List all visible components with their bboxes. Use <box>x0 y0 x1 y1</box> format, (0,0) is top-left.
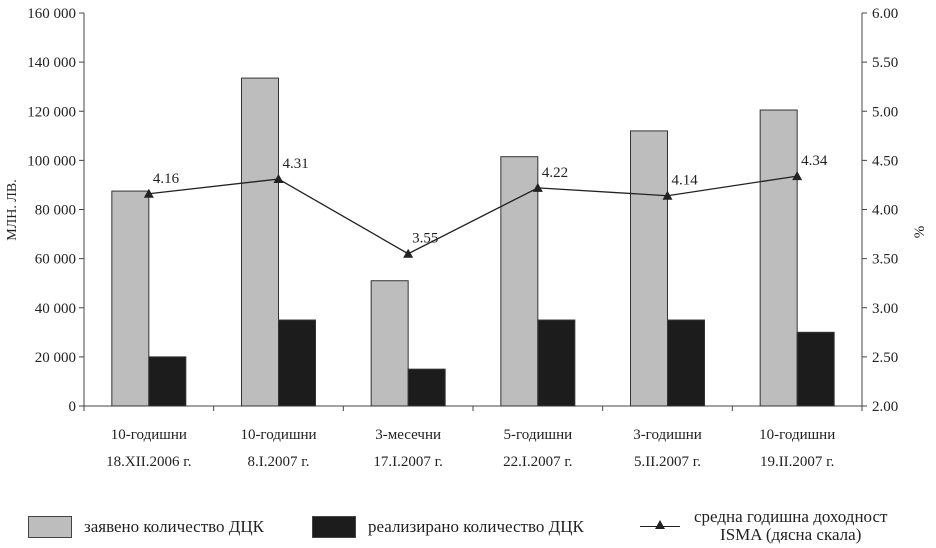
data-label-yield: 4.34 <box>801 153 828 169</box>
legend-item-yield: средна годишна доходност ISMA (дясна ска… <box>640 508 887 544</box>
y-tick-label: 40 000 <box>35 301 76 317</box>
bar-requested <box>370 280 409 407</box>
y-tick-label: 20 000 <box>35 350 76 366</box>
y2-tick-label: 6.00 <box>872 6 898 22</box>
data-label-yield: 4.22 <box>542 165 568 181</box>
y-tick-label: 160 000 <box>27 6 76 22</box>
x-tick-label-line-2: 19.II.2007 г. <box>760 454 834 470</box>
bar-realized <box>537 319 576 407</box>
x-tick-label-line-1: 10-годишни <box>111 427 187 443</box>
point-yield <box>403 248 414 258</box>
x-tick-label-line-2: 22.I.2007 г. <box>503 454 572 470</box>
y-tick-label: 60 000 <box>35 252 76 268</box>
x-tick-label-line-1: 10-годишни <box>759 427 835 443</box>
legend-label-realized: реализирано количество ДЦК <box>368 517 584 536</box>
x-tick-label-line-2: 5.II.2007 г. <box>634 454 701 470</box>
legend-item-realized: реализирано количество ДЦК <box>312 516 584 538</box>
x-tick-label-line-2: 8.I.2007 г. <box>248 454 310 470</box>
line-yield <box>148 175 798 255</box>
y-tick-label: 140 000 <box>27 55 76 71</box>
y-tick-label: 80 000 <box>35 203 76 219</box>
legend: заявено количество ДЦК реализирано колич… <box>0 500 936 548</box>
bar-realized <box>148 356 187 407</box>
bar-realized <box>796 331 835 407</box>
y-tick-label: 120 000 <box>27 104 76 120</box>
bar-requested <box>630 130 668 407</box>
y-axis-label: МЛН. ЛВ. <box>5 179 20 240</box>
x-tick-label-line-2: 18.XII.2006 г. <box>106 454 191 470</box>
y2-tick-label: 2.00 <box>872 399 898 415</box>
y-tick-label: 100 000 <box>27 153 76 169</box>
y2-tick-label: 4.50 <box>872 153 898 169</box>
data-label-yield: 4.16 <box>153 171 180 187</box>
bar-realized <box>407 368 446 407</box>
point-yield <box>143 188 154 198</box>
y2-tick-label: 2.50 <box>872 350 898 366</box>
data-label-yield: 4.14 <box>672 173 699 189</box>
x-tick-label-line-1: 5-годишни <box>504 427 573 443</box>
y2-axis-label: % <box>912 226 928 239</box>
legend-label-yield-line-1: средна годишна доходност <box>694 507 888 526</box>
legend-swatch-yield <box>640 520 680 532</box>
y2-tick-label: 4.00 <box>872 203 898 219</box>
data-label-yield: 3.55 <box>412 231 438 247</box>
y2-tick-label: 3.50 <box>872 252 898 268</box>
bar-requested <box>241 77 279 407</box>
data-label-yield: 4.31 <box>283 156 309 172</box>
point-yield <box>662 190 673 200</box>
y2-tick-label: 5.00 <box>872 104 898 120</box>
x-tick-label-line-1: 3-годишни <box>633 427 702 443</box>
y2-tick-label: 5.50 <box>872 55 898 71</box>
x-tick-label-line-2: 17.I.2007 г. <box>373 454 442 470</box>
y-tick-label: 0 <box>69 399 77 415</box>
bar-realized <box>278 319 316 407</box>
bar-realized <box>667 319 705 407</box>
legend-swatch-requested <box>28 516 72 538</box>
bar-requested <box>500 156 539 407</box>
point-yield <box>273 174 284 184</box>
bar-requested <box>759 109 798 407</box>
plot-area: 0 20 000 40 000 60 000 80 000 100 000 120 000 1… <box>27 6 898 470</box>
y2-tick-label: 3.00 <box>872 301 898 317</box>
legend-label-yield-line-2: ISMA (дясна скала) <box>720 525 862 544</box>
legend-label-requested: заявено количество ДЦК <box>84 517 265 536</box>
x-tick-label-line-1: 3-месечни <box>375 427 441 443</box>
point-yield <box>532 182 543 192</box>
point-yield <box>792 171 803 181</box>
legend-item-requested: заявено количество ДЦК <box>28 516 264 538</box>
legend-swatch-realized <box>312 516 356 538</box>
x-tick-label-line-1: 10-годишни <box>240 427 316 443</box>
bar-requested <box>111 190 150 407</box>
